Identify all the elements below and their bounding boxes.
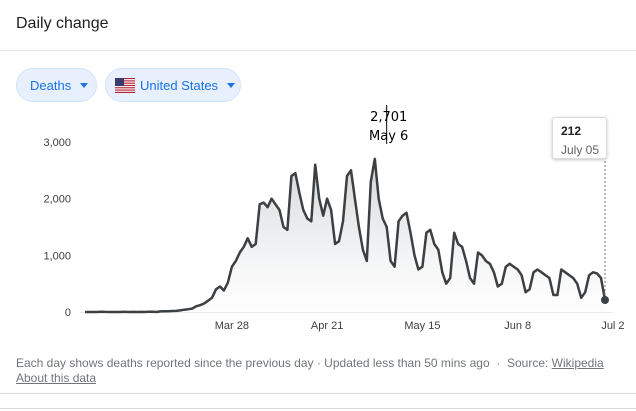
- caret-down-icon: [227, 82, 236, 88]
- hover-tooltip: 212 July 05: [552, 117, 607, 159]
- y-tick-label: 1,000: [43, 250, 71, 262]
- about-this-data-link[interactable]: About this data: [16, 371, 97, 385]
- us-flag-icon: [115, 77, 135, 93]
- chart-footer: Each day shows deaths reported since the…: [16, 356, 620, 386]
- y-tick-label: 0: [65, 307, 71, 319]
- metric-dropdown[interactable]: Deaths: [16, 68, 97, 102]
- x-tick-label: Jul 2: [601, 320, 624, 332]
- header-divider: [0, 50, 636, 51]
- tooltip-date: July 05: [561, 143, 600, 157]
- source-prefix: Source:: [506, 356, 549, 370]
- country-dropdown-label: United States: [140, 77, 219, 93]
- wikipedia-source-link[interactable]: Wikipedia: [551, 356, 604, 370]
- deaths-chart[interactable]: 0 1,000 2,000 3,000 Mar 28 Apr 21 May 15 Jun 8 J…: [0, 105, 636, 335]
- footer-divider: [0, 393, 636, 394]
- peak-annotation-value: 2,701: [370, 110, 407, 125]
- metric-dropdown-label: Deaths: [30, 77, 72, 93]
- tooltip-value: 212: [561, 124, 582, 138]
- footer-note: Each day shows deaths reported since the…: [16, 356, 490, 370]
- x-tick-label: Mar 28: [215, 320, 249, 332]
- peak-annotation-date: May 6: [369, 129, 408, 144]
- y-tick-label: 3,000: [43, 137, 71, 149]
- y-tick-label: 2,000: [43, 194, 71, 206]
- footer-separator: ·: [496, 356, 501, 370]
- country-dropdown[interactable]: United States: [105, 68, 241, 102]
- bottom-divider: [0, 408, 636, 409]
- hover-point: [601, 295, 609, 304]
- caret-down-icon: [80, 82, 89, 88]
- card-title: Daily change: [16, 15, 109, 32]
- series-area: [85, 158, 605, 312]
- series-line-deaths: [85, 157, 607, 314]
- x-tick-label: May 15: [404, 320, 440, 332]
- x-tick-label: Jun 8: [504, 320, 531, 332]
- x-tick-label: Apr 21: [311, 320, 343, 332]
